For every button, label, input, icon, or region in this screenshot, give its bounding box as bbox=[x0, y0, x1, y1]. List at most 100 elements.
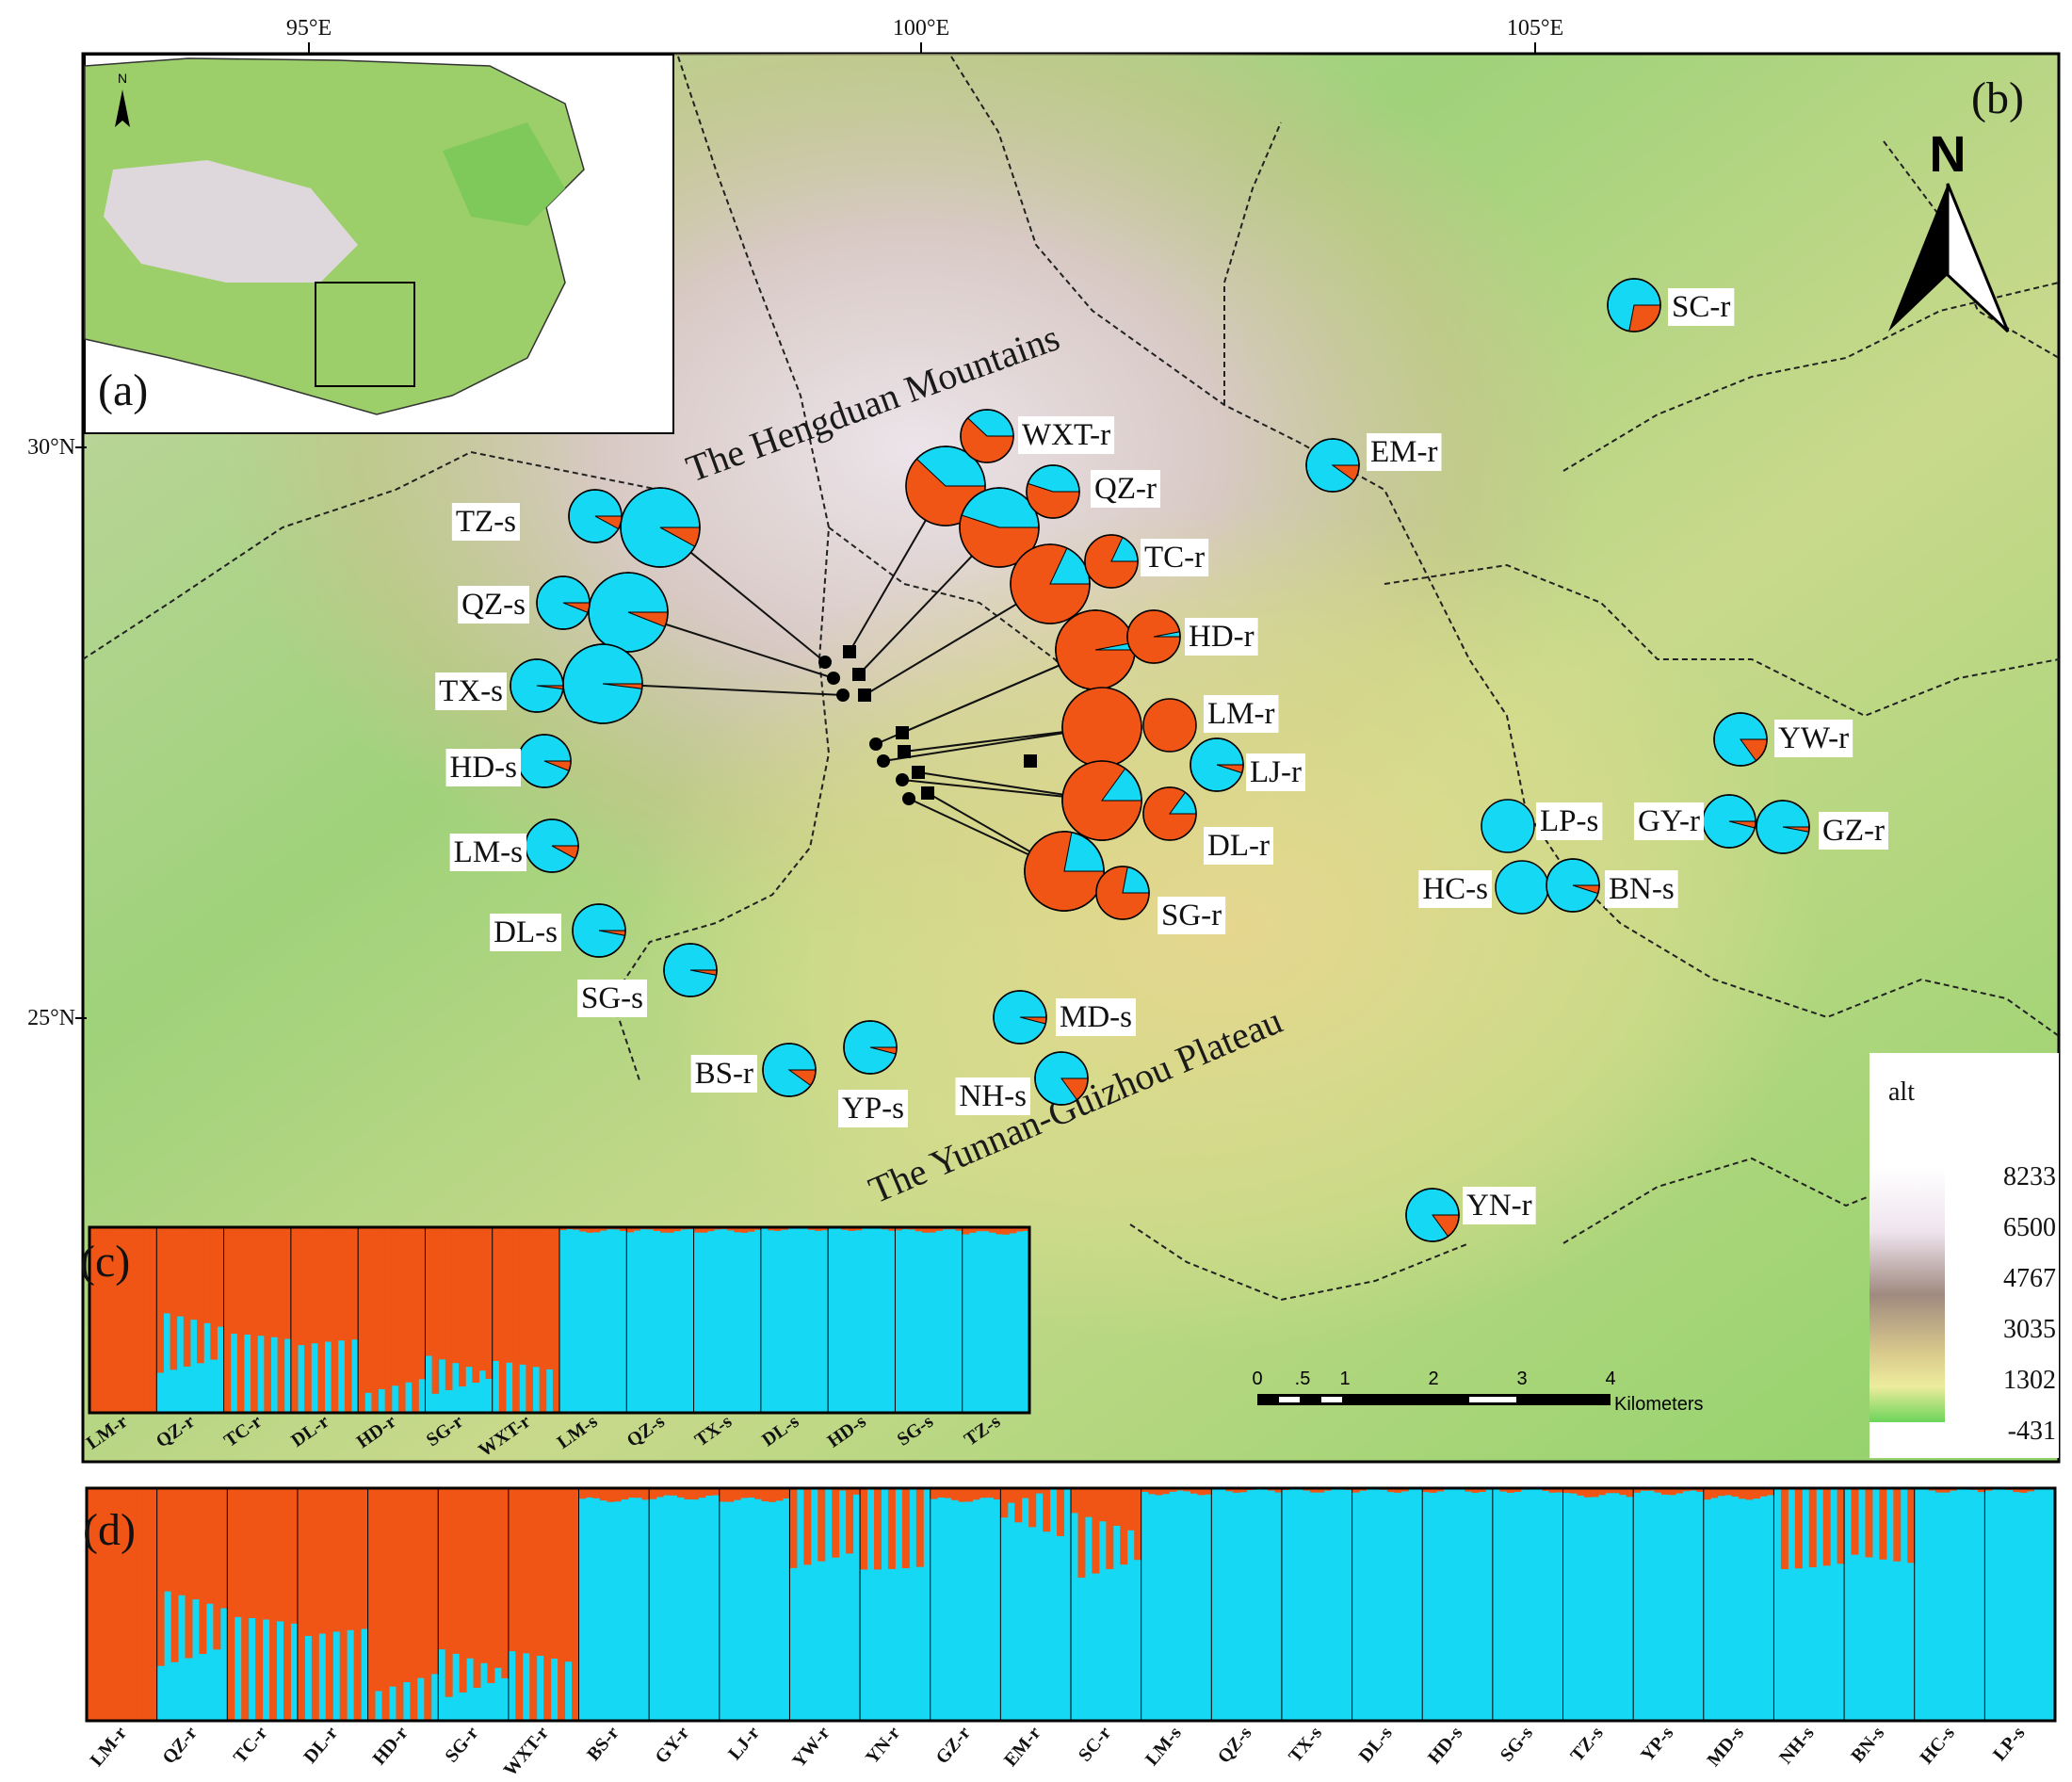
tick-HC-s: HC-s bbox=[1916, 1723, 1959, 1768]
pie-GZ-r bbox=[1756, 800, 1810, 854]
structure-bar-GZ-r bbox=[930, 1488, 1001, 1721]
tick-DL-s: DL-s bbox=[1355, 1723, 1397, 1767]
tick-LM-r: LM-r bbox=[87, 1723, 132, 1771]
tick-EM-r: EM-r bbox=[1000, 1723, 1045, 1771]
label-TC-r: TC-r bbox=[1144, 541, 1205, 575]
structure-bar-YN-r bbox=[859, 1488, 924, 1721]
tick-QZ-r: QZ-r bbox=[158, 1723, 201, 1768]
sample-points bbox=[818, 645, 1037, 805]
structure-bar-TC-r bbox=[226, 1488, 299, 1721]
legend-tick-4: 1302 bbox=[2003, 1366, 2056, 1395]
tick-BS-r: BS-r bbox=[583, 1723, 623, 1765]
pie-SG-s bbox=[663, 943, 718, 997]
label-YP-s: YP-s bbox=[842, 1092, 904, 1126]
tick-WXT-r: WXT-r bbox=[500, 1723, 553, 1780]
tick-YP-s: YP-s bbox=[1637, 1723, 1677, 1766]
label-LJ-r: LJ-r bbox=[1250, 755, 1302, 789]
structure-bar-EM-r bbox=[999, 1488, 1065, 1721]
scale-unit: Kilometers bbox=[1614, 1394, 1703, 1415]
scale-tick-1: .5 bbox=[1295, 1369, 1311, 1389]
legend-title: alt bbox=[1888, 1077, 1915, 1107]
scale-bar: 0 .5 1 2 3 4 Kilometers bbox=[1252, 1369, 1703, 1415]
label-EM-r: EM-r bbox=[1370, 435, 1437, 469]
structure-bar-SG-r bbox=[424, 1227, 494, 1413]
tick-TZ-s: TZ-s bbox=[1566, 1723, 1607, 1766]
structure-bar-DL-r bbox=[290, 1227, 359, 1413]
tick-TC-r: TC-r bbox=[230, 1723, 272, 1767]
label-HD-s: HD-s bbox=[450, 751, 518, 785]
label-TZ-s: TZ-s bbox=[456, 505, 516, 539]
inset-north-arrow-icon bbox=[115, 89, 130, 127]
panel-label-a: (a) bbox=[98, 365, 148, 415]
label-YN-r: YN-r bbox=[1466, 1189, 1532, 1223]
structure-bar-HD-r bbox=[357, 1227, 426, 1413]
pie-YP-s bbox=[843, 1020, 898, 1075]
panel-label-c: (c) bbox=[80, 1237, 130, 1287]
scale-tick-0: 0 bbox=[1252, 1369, 1262, 1389]
legend-tick-1: 6500 bbox=[2003, 1213, 2056, 1242]
pie-EM-r bbox=[1305, 438, 1360, 493]
structure-bar-QZ-r bbox=[155, 1227, 225, 1413]
tick-HD-r: HD-r bbox=[369, 1723, 413, 1769]
inset-north-label: N bbox=[118, 71, 127, 86]
province-boundaries bbox=[83, 56, 2059, 1302]
structure-bar-SG-r bbox=[437, 1488, 510, 1721]
legend-tick-0: 8233 bbox=[2003, 1162, 2056, 1191]
pie-charts bbox=[510, 278, 1810, 1242]
label-DL-s: DL-s bbox=[494, 915, 558, 949]
legend-tick-2: 4767 bbox=[2003, 1264, 2056, 1293]
pie-GY-r bbox=[1702, 794, 1756, 849]
pie-QZ-r bbox=[1026, 464, 1080, 519]
scale-tick-4: 3 bbox=[1516, 1369, 1527, 1389]
label-LP-s: LP-s bbox=[1540, 804, 1598, 838]
pie-BS-r bbox=[762, 1043, 817, 1097]
label-BN-s: BN-s bbox=[1609, 872, 1675, 906]
label-QZ-r: QZ-r bbox=[1094, 472, 1157, 506]
label-YW-r: YW-r bbox=[1778, 721, 1849, 755]
pie-QZ-s bbox=[536, 575, 591, 630]
panel-label-b: (b) bbox=[1971, 73, 2024, 123]
scale-tick-3: 2 bbox=[1428, 1369, 1438, 1389]
tick-LM-s: LM-s bbox=[1141, 1723, 1186, 1770]
panel-label-d: (d) bbox=[83, 1505, 136, 1555]
pie-large-SG-r bbox=[1024, 831, 1105, 912]
pie-YW-r bbox=[1713, 712, 1768, 767]
altitude-legend: alt 8233 6500 4767 3035 1302 -431 bbox=[1870, 1053, 2059, 1458]
legend-tick-5: -431 bbox=[2008, 1417, 2056, 1446]
label-DL-r: DL-r bbox=[1207, 829, 1270, 863]
pie-HC-s bbox=[1495, 860, 1549, 915]
pie-WXT-r bbox=[960, 409, 1014, 463]
population-labels: TZ-s QZ-s TX-s HD-s LM-s DL-s SG-s WXT-r QZ-r TC-… bbox=[435, 288, 1888, 1224]
structure-bar-WXT-r bbox=[508, 1488, 579, 1721]
north-arrow: N bbox=[1888, 126, 2010, 333]
structure-bar-QZ-r bbox=[156, 1488, 228, 1721]
pie-large-TC-r bbox=[1010, 543, 1091, 624]
label-TX-s: TX-s bbox=[439, 674, 503, 708]
structure-bar-YW-r bbox=[788, 1488, 861, 1721]
pie-HD-r bbox=[1126, 609, 1181, 664]
structure-bar-GY-r bbox=[648, 1488, 720, 1721]
structure-panel-d: (d) LM-r QZ-r TC-r DL-r HD-r SG-r WXT-r BS-r GY-… bbox=[83, 1486, 2057, 1780]
pie-TZ-s bbox=[568, 489, 623, 543]
tick-QZ-s: QZ-s bbox=[1214, 1723, 1256, 1768]
tick-GZ-r: GZ-r bbox=[931, 1723, 974, 1768]
tick-LP-s: LP-s bbox=[1989, 1723, 2030, 1765]
structure-bar-SC-r bbox=[1070, 1488, 1142, 1721]
pie-LP-s bbox=[1481, 799, 1535, 853]
structure-bar-MD-s bbox=[1703, 1488, 1774, 1721]
pie-large-HD-r bbox=[1055, 609, 1136, 690]
pie-TX-s bbox=[510, 658, 564, 713]
tick-HD-s: HD-s bbox=[1424, 1723, 1467, 1768]
pie-DL-s bbox=[572, 903, 626, 958]
tick-SG-s: SG-s bbox=[1497, 1723, 1537, 1766]
label-SC-r: SC-r bbox=[1672, 290, 1730, 324]
scale-tick-5: 4 bbox=[1605, 1369, 1615, 1389]
inset-map: (a) N bbox=[84, 54, 674, 434]
tick-YW-r: YW-r bbox=[788, 1723, 834, 1772]
pie-large-TX-s bbox=[562, 643, 643, 724]
pie-LJ-r bbox=[1190, 737, 1244, 792]
structure-bar-TZ-s bbox=[962, 1227, 1030, 1413]
lat-30: 30°N bbox=[27, 435, 75, 460]
lon-100: 100°E bbox=[893, 16, 949, 40]
